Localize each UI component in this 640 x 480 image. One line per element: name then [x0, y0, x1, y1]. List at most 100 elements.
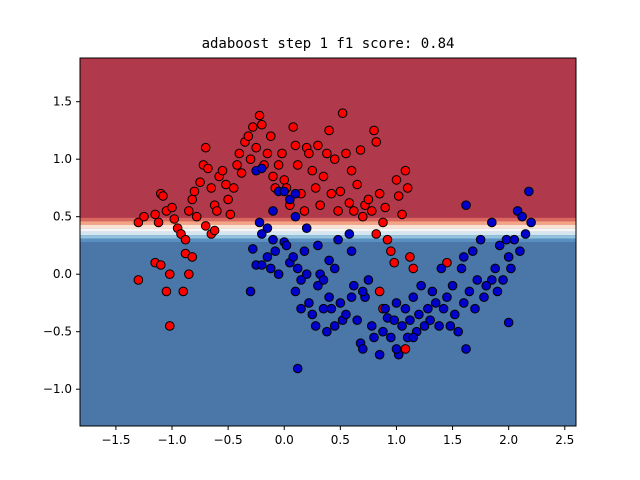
y-tick-label-5: 1.5	[53, 95, 72, 109]
y-tick-label-2: 0.0	[53, 267, 72, 281]
point-s1-55	[389, 315, 400, 326]
x-axis: −1.5 −1.0 −0.5 0.0 0.5 1.0 1.5 2.0 2.5	[101, 426, 574, 447]
point-s0-100	[184, 269, 194, 280]
point-s1-107	[256, 229, 267, 239]
y-tick-label-3: 0.5	[53, 210, 72, 224]
point-s0-66	[335, 186, 346, 197]
point-s1-32	[322, 326, 332, 337]
point-s0-25	[221, 179, 231, 190]
point-s0-28	[228, 183, 239, 193]
point-s1-9	[248, 244, 258, 254]
point-s1-64	[414, 309, 424, 320]
point-s0-80	[374, 188, 385, 199]
point-s0-3	[153, 217, 164, 228]
point-s1-97	[509, 234, 520, 245]
point-s1-121	[487, 275, 497, 285]
point-s1-90	[490, 263, 501, 274]
point-s0-13	[187, 194, 198, 205]
point-s1-40	[344, 229, 355, 239]
x-tick-label-3: 0.0	[275, 433, 294, 447]
point-s1-111	[324, 255, 334, 266]
point-s1-51	[378, 326, 388, 337]
point-s1-87	[479, 292, 489, 303]
point-s1-100	[517, 211, 527, 222]
point-s1-117	[318, 303, 329, 314]
point-s0-85	[389, 257, 400, 268]
point-s0-82	[380, 202, 391, 213]
point-s0-30	[234, 148, 245, 159]
point-s0-50	[290, 140, 301, 151]
point-s1-89	[487, 217, 497, 228]
point-s1-85	[472, 275, 483, 285]
point-s0-108	[442, 257, 452, 268]
point-s0-7	[167, 202, 177, 213]
region-band-4	[80, 231, 576, 236]
point-s1-116	[296, 303, 306, 314]
point-s0-71	[349, 206, 359, 216]
point-s1-84	[470, 303, 480, 314]
region-band-3	[80, 228, 576, 232]
point-s1-23	[296, 275, 306, 285]
chart-title: adaboost step 1 f1 score: 0.84	[202, 36, 455, 52]
point-s0-0	[133, 217, 144, 228]
point-s0-90	[402, 183, 413, 193]
point-s1-112	[329, 263, 340, 274]
point-s1-14	[270, 246, 281, 256]
point-s1-22	[292, 263, 303, 274]
point-s1-108	[290, 211, 301, 222]
point-s1-24	[299, 246, 310, 256]
point-s1-18	[281, 240, 292, 251]
x-tick-label-2: −0.5	[214, 433, 243, 447]
x-tick-label-1: −1.0	[157, 433, 186, 447]
point-s1-115	[357, 286, 368, 297]
point-s0-16	[195, 177, 205, 187]
point-s1-79	[456, 263, 467, 274]
region-band-2	[80, 224, 576, 229]
point-s0-42	[268, 171, 278, 182]
point-s1-29	[313, 280, 323, 291]
point-s1-113	[268, 234, 278, 245]
point-s0-103	[209, 225, 220, 236]
point-s0-18	[200, 142, 211, 153]
point-s0-93	[133, 275, 144, 285]
point-s0-37	[254, 110, 265, 121]
point-s1-36	[333, 234, 343, 245]
point-s0-11	[180, 234, 191, 245]
point-s1-21	[290, 286, 301, 297]
point-s1-7	[254, 217, 265, 228]
point-s0-60	[318, 171, 329, 182]
point-s0-64	[329, 154, 340, 164]
point-s1-99	[515, 246, 525, 256]
y-axis: −1.0 −0.5 0.0 0.5 1.0 1.5	[43, 95, 80, 396]
point-s1-59	[400, 303, 411, 314]
point-s1-37	[335, 298, 346, 308]
point-s1-52	[380, 303, 391, 314]
point-s0-87	[393, 191, 404, 201]
point-s0-83	[382, 234, 393, 245]
point-s1-76	[447, 280, 458, 291]
point-s1-58	[397, 321, 407, 331]
point-s0-26	[223, 194, 233, 205]
y-tick-label-0: −1.0	[43, 382, 72, 396]
region-band-1	[80, 221, 576, 225]
point-s1-43	[352, 315, 362, 326]
point-s0-44	[273, 160, 284, 170]
point-s1-93	[498, 275, 508, 285]
point-s0-97	[164, 321, 175, 331]
point-s0-34	[245, 154, 256, 164]
point-s1-28	[310, 321, 321, 331]
point-s0-59	[315, 200, 325, 210]
point-s0-24	[217, 165, 228, 176]
point-s0-8	[169, 214, 180, 224]
point-s1-42	[349, 280, 359, 291]
point-s0-41	[265, 131, 276, 141]
point-s0-46	[279, 175, 290, 185]
point-s0-105	[374, 286, 385, 297]
point-s1-33	[324, 292, 334, 303]
point-s1-12	[262, 252, 273, 262]
point-s0-98	[178, 286, 189, 297]
point-s1-65	[416, 280, 426, 291]
point-s0-79	[371, 137, 382, 147]
point-s0-78	[369, 125, 379, 136]
point-s1-35	[329, 321, 340, 331]
